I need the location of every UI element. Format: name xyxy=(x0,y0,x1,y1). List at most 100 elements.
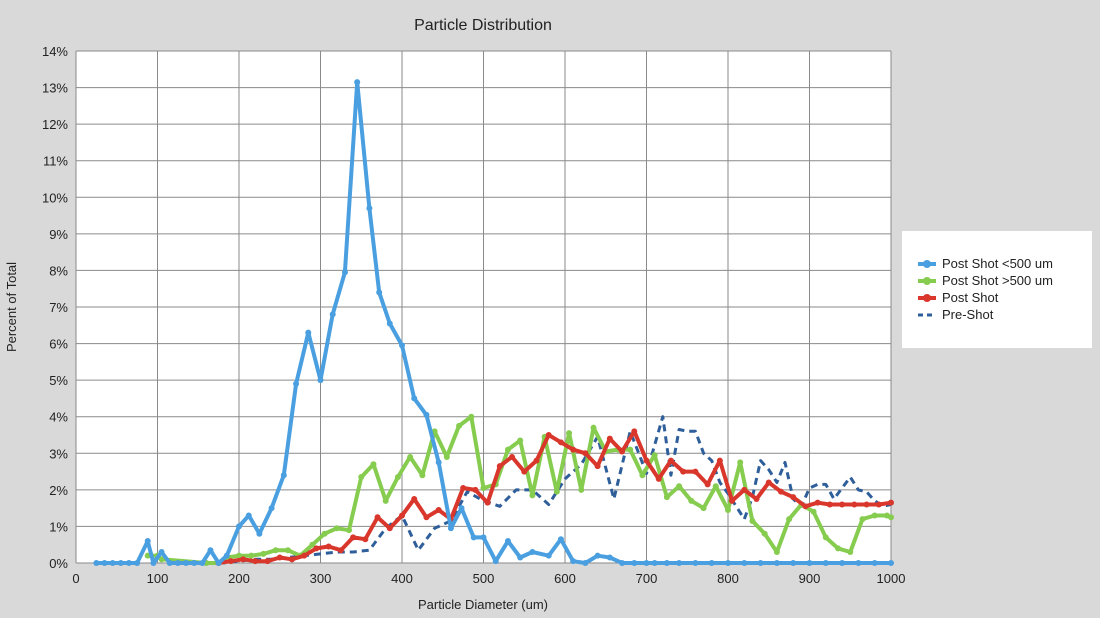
data-point xyxy=(810,508,817,515)
data-point xyxy=(570,558,577,565)
x-tick-label: 500 xyxy=(473,571,495,586)
data-point xyxy=(639,472,646,479)
data-point xyxy=(207,547,214,554)
data-point xyxy=(627,446,634,453)
data-point xyxy=(443,453,450,460)
data-point xyxy=(839,560,846,566)
data-point xyxy=(822,534,829,541)
data-point xyxy=(276,554,283,561)
data-point xyxy=(773,560,780,566)
data-point xyxy=(582,450,589,457)
data-point xyxy=(245,512,252,519)
data-point xyxy=(374,514,381,521)
legend-marker-icon xyxy=(918,258,936,270)
data-point xyxy=(822,560,829,566)
y-tick-label: 6% xyxy=(49,337,68,352)
legend-label: Pre-Shot xyxy=(942,307,994,322)
y-tick-label: 10% xyxy=(42,190,68,205)
data-point xyxy=(619,560,626,566)
y-tick-label: 8% xyxy=(49,263,68,278)
data-point xyxy=(545,432,552,438)
data-point xyxy=(888,560,894,566)
data-point xyxy=(606,435,613,442)
data-point xyxy=(492,558,499,565)
data-point xyxy=(859,516,866,523)
data-point xyxy=(594,463,601,470)
data-point xyxy=(729,497,736,504)
data-point xyxy=(871,512,878,519)
data-point xyxy=(280,472,287,479)
data-point xyxy=(725,560,731,566)
data-point xyxy=(504,538,511,545)
data-point xyxy=(337,547,344,554)
data-point xyxy=(288,556,295,563)
data-point xyxy=(93,560,100,566)
data-point xyxy=(777,488,784,495)
data-point xyxy=(802,503,809,510)
data-point xyxy=(606,554,613,561)
data-point xyxy=(376,289,383,296)
data-point xyxy=(863,501,870,508)
data-point xyxy=(333,525,340,532)
legend-item-post-shot-lt500: Post Shot <500 um xyxy=(918,255,1092,272)
data-point xyxy=(529,549,536,556)
data-point xyxy=(394,474,401,481)
y-tick-label: 14% xyxy=(42,44,68,59)
y-axis-tick-labels: 0% 1% 2% 3% 4% 5% 6% 7% 8% 9% 10% 11% 12% 13% 14% xyxy=(42,44,68,571)
data-point xyxy=(321,530,328,537)
data-point xyxy=(472,486,479,493)
x-tick-label: 100 xyxy=(147,571,169,586)
data-point xyxy=(236,552,242,559)
legend-item-post-shot-gt500: Post Shot >500 um xyxy=(918,272,1092,289)
data-point xyxy=(521,468,528,475)
data-point xyxy=(790,560,797,566)
data-point xyxy=(847,549,854,556)
x-tick-label: 700 xyxy=(636,571,658,586)
data-point xyxy=(144,538,151,545)
data-point xyxy=(741,486,748,493)
x-axis-tick-labels: 0 100 200 300 400 500 600 700 800 900 1000 xyxy=(72,571,905,586)
data-point xyxy=(256,530,263,537)
data-point xyxy=(517,554,524,561)
series-0 xyxy=(93,79,894,566)
data-point xyxy=(619,448,626,455)
data-point xyxy=(174,560,181,566)
data-point xyxy=(590,424,597,431)
data-point xyxy=(248,552,255,559)
data-point xyxy=(753,496,760,502)
x-tick-label: 900 xyxy=(799,571,821,586)
series-layer xyxy=(93,79,894,566)
data-point xyxy=(692,560,699,566)
data-point xyxy=(423,514,430,521)
series-3 xyxy=(206,415,892,565)
data-point xyxy=(191,560,198,566)
data-point xyxy=(651,560,658,566)
data-point xyxy=(655,475,662,482)
data-point xyxy=(341,269,348,276)
legend-label: Post Shot xyxy=(942,290,999,305)
legend-item-post-shot: Post Shot xyxy=(918,289,1092,306)
data-point xyxy=(435,506,442,513)
data-point xyxy=(594,552,601,559)
data-point xyxy=(529,492,536,499)
y-tick-label: 4% xyxy=(49,410,68,425)
data-point xyxy=(680,468,687,475)
data-point xyxy=(663,560,670,566)
data-point xyxy=(386,525,393,532)
data-point xyxy=(855,560,862,566)
data-point xyxy=(826,501,833,508)
data-point xyxy=(496,463,503,470)
y-tick-label: 12% xyxy=(42,117,68,132)
data-point xyxy=(411,496,418,502)
data-point xyxy=(643,457,650,464)
data-point xyxy=(350,534,357,541)
data-point xyxy=(557,439,564,446)
data-point xyxy=(663,494,670,501)
data-point xyxy=(134,560,141,566)
data-point xyxy=(407,453,414,460)
data-point xyxy=(692,468,699,475)
data-point xyxy=(309,541,316,548)
y-tick-label: 1% xyxy=(49,519,68,534)
chart-title: Particle Distribution xyxy=(414,17,552,34)
